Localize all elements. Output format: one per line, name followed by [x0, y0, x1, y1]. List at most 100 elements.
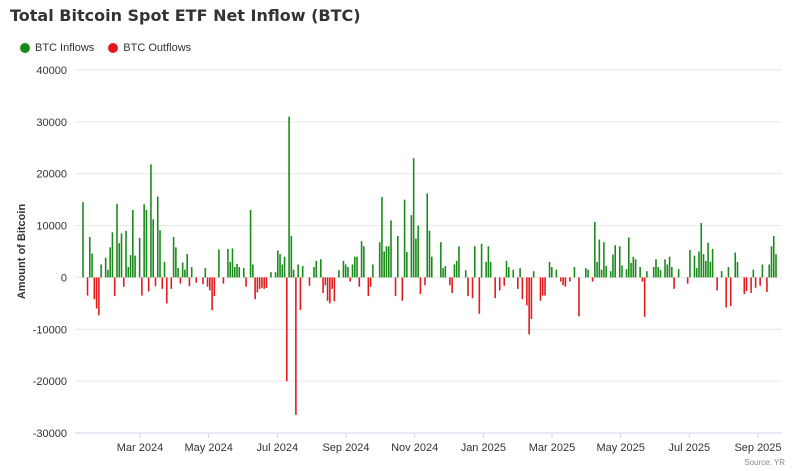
outflow-bar [179, 277, 182, 284]
outflow-bar [286, 277, 288, 382]
inflow-bar [279, 254, 281, 278]
inflow-bar [109, 247, 111, 278]
inflow-bar [100, 264, 102, 278]
legend-item-outflows[interactable]: BTC Outflows [108, 42, 191, 54]
inflow-bar [138, 238, 141, 278]
inflow-bar [605, 266, 607, 278]
inflow-bar [125, 230, 127, 278]
inflow-bar [227, 248, 229, 278]
inflow-bar [614, 245, 616, 278]
inflow-bar [695, 268, 698, 278]
x-tick-label: Sep 2025 [734, 442, 781, 454]
inflow-bar [415, 238, 417, 278]
outflow-bar [716, 277, 718, 291]
inflow-bar [91, 253, 93, 278]
inflow-bar [236, 263, 238, 278]
inflow-bar [646, 271, 648, 278]
inflow-bar [487, 246, 490, 278]
inflow-bar [132, 210, 134, 278]
inflow-bar [519, 268, 521, 278]
inflow-bar [587, 269, 589, 278]
legend-item-inflows[interactable]: BTC Inflows [20, 42, 94, 54]
outflow-bar [544, 277, 546, 296]
inflow-bar [736, 261, 739, 278]
inflow-bar [770, 246, 773, 278]
inflow-bar [274, 272, 277, 278]
outflow-bar [369, 277, 372, 287]
x-tick-label: May 2024 [185, 442, 233, 454]
inflow-bar [383, 251, 385, 278]
outflow-bar [643, 277, 646, 317]
inflow-bar [297, 264, 299, 278]
outflow-bar [211, 277, 213, 311]
inflow-bar [390, 220, 392, 278]
legend-swatch-inflows [20, 43, 30, 53]
inflow-bar [385, 246, 388, 278]
inflow-bar [659, 270, 662, 278]
outflow-bar [569, 277, 571, 282]
inflow-bar [693, 255, 696, 278]
inflow-bar [120, 233, 123, 278]
inflow-bar [775, 254, 777, 278]
outflow-bar [367, 277, 370, 297]
inflow-bar [145, 210, 148, 278]
outflow-bar [745, 277, 748, 291]
inflow-bar [342, 260, 345, 278]
outflow-bar [188, 277, 191, 287]
y-tick-label: 40000 [36, 65, 67, 77]
inflow-bar [397, 235, 399, 278]
inflow-bar [243, 268, 245, 278]
inflow-bar [598, 239, 601, 278]
inflow-bar [347, 267, 349, 278]
inflow-bar [89, 236, 91, 278]
outflow-bar [113, 277, 116, 297]
inflow-bar [507, 267, 510, 278]
inflow-bar [474, 246, 476, 278]
outflow-bar [202, 277, 204, 285]
y-tick-label: 20000 [36, 169, 67, 181]
x-tick-label: Mar 2024 [117, 442, 163, 454]
inflow-bar [111, 232, 114, 278]
inflow-bar [666, 264, 669, 278]
outflow-bar [166, 277, 168, 304]
outflow-bar [641, 277, 644, 282]
inflow-bar [353, 256, 356, 278]
x-tick-label: Jan 2025 [461, 442, 506, 454]
inflow-bar [430, 256, 433, 278]
inflow-bar [231, 248, 234, 278]
outflow-bar [451, 277, 453, 293]
inflow-bar [356, 256, 358, 278]
outflow-bar [263, 277, 265, 289]
x-tick-label: Sep 2024 [322, 442, 369, 454]
inflow-bar [761, 264, 764, 278]
inflow-bar [410, 215, 413, 278]
inflow-bar [630, 262, 632, 278]
outflow-bar [254, 277, 256, 300]
inflow-bar [657, 267, 660, 278]
inflow-bar [440, 242, 442, 278]
outflow-bar [98, 277, 100, 316]
inflow-bar [177, 268, 179, 278]
outflow-bar [526, 277, 528, 306]
inflow-bar [458, 246, 460, 278]
inflow-bar [127, 267, 130, 278]
outflow-bar [494, 277, 496, 299]
outflow-bar [471, 277, 474, 299]
inflow-bar [734, 252, 737, 278]
inflow-bar [150, 164, 152, 278]
inflow-bar [548, 261, 551, 278]
outflow-bar [256, 277, 259, 293]
x-tick-label: Jul 2025 [669, 442, 711, 454]
inflow-bar [634, 259, 637, 278]
inflow-bar [378, 242, 381, 278]
inflow-bar [107, 269, 109, 278]
inflow-bar [387, 246, 390, 278]
inflow-bar [625, 269, 628, 278]
inflow-bar [184, 269, 186, 278]
y-tick-label: -20000 [33, 376, 67, 388]
inflow-bar [668, 256, 671, 278]
x-tick-label: Mar 2025 [529, 442, 575, 454]
outflow-bar [331, 277, 333, 289]
inflow-bar [768, 264, 770, 278]
outflow-bar [195, 277, 198, 283]
